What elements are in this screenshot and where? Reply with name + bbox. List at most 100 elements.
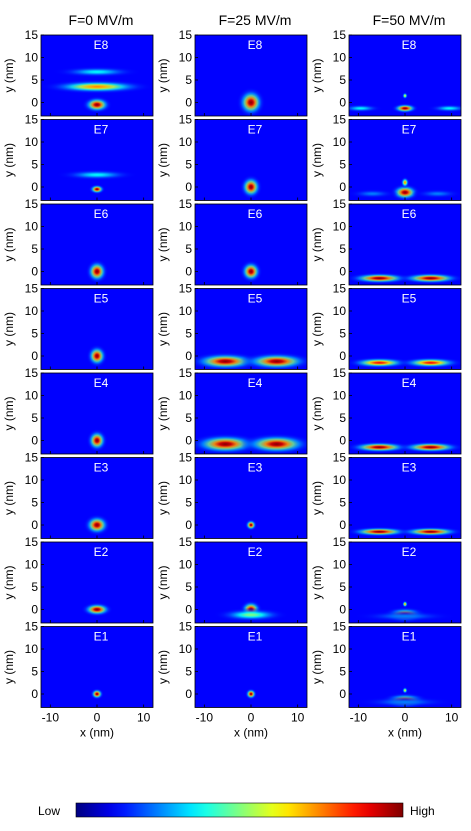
density-blob: [397, 272, 461, 285]
density-blob: [81, 602, 113, 617]
y-axis-label: y (nm): [156, 650, 170, 684]
density-blob: [86, 344, 108, 368]
x-tick-label: 10: [137, 711, 151, 725]
y-axis-label: y (nm): [156, 143, 170, 177]
y-tick-label: 0: [185, 96, 192, 110]
density-blob: [390, 183, 420, 201]
y-tick-label: 15: [333, 366, 347, 380]
y-tick-label: 0: [31, 518, 38, 532]
heatmap-panel: E1 15 10 5 0 y (nm): [2, 620, 154, 708]
y-tick-label: 15: [333, 451, 347, 465]
density-blob: [402, 686, 408, 695]
energy-level-label: E7: [94, 123, 109, 137]
y-tick-label: 10: [179, 135, 193, 149]
y-tick-label: 10: [333, 135, 347, 149]
density-blob: [55, 169, 139, 181]
density-blob: [59, 157, 135, 170]
x-axis-label: x (nm): [234, 726, 268, 740]
y-tick-label: 5: [31, 242, 38, 256]
y-tick-label: 5: [185, 327, 192, 341]
y-axis-label: y (nm): [2, 228, 16, 262]
y-tick-label: 5: [339, 665, 346, 679]
y-tick-label: 10: [333, 473, 347, 487]
y-tick-label: 10: [25, 51, 39, 65]
column-title: F=25 MV/m: [219, 12, 292, 28]
energy-level-label: E2: [402, 545, 417, 559]
y-tick-label: 15: [25, 535, 39, 549]
colorbar: [75, 802, 404, 818]
y-tick-label: 5: [339, 158, 346, 172]
density-blob: [213, 607, 289, 623]
colorbar-low-label: Low: [38, 804, 60, 818]
density-blob: [352, 696, 458, 708]
y-tick-label: 15: [333, 535, 347, 549]
heatmap-panel: E2 15 10 5 0 y (nm): [310, 535, 462, 624]
y-axis-label: y (nm): [310, 650, 324, 684]
y-tick-label: 5: [339, 242, 346, 256]
y-tick-label: 10: [333, 51, 347, 65]
y-tick-label: 10: [333, 304, 347, 318]
y-axis-label: y (nm): [310, 143, 324, 177]
heatmap-panel: E4 15 10 5 0 y (nm): [310, 366, 462, 455]
energy-level-label: E5: [94, 292, 109, 306]
y-axis-label: y (nm): [2, 59, 16, 93]
energy-level-label: E3: [248, 461, 263, 475]
y-tick-label: 0: [31, 180, 38, 194]
energy-level-label: E6: [402, 207, 417, 221]
heatmap-panel: E4 15 10 5 0 y (nm): [156, 366, 308, 455]
y-tick-label: 5: [31, 411, 38, 425]
panel-background: [349, 457, 461, 539]
heatmap-panel: E3 15 10 5 0 y (nm): [2, 451, 154, 539]
density-blob: [391, 103, 419, 114]
y-tick-label: 0: [339, 265, 346, 279]
y-axis-label: y (nm): [310, 397, 324, 431]
y-tick-label: 15: [25, 197, 39, 211]
y-tick-label: 0: [31, 603, 38, 617]
density-blob: [41, 79, 153, 94]
y-tick-label: 10: [25, 135, 39, 149]
density-blob: [352, 610, 458, 623]
energy-level-label: E5: [248, 292, 263, 306]
y-tick-label: 15: [179, 113, 193, 127]
heatmap-panel: E6 15 10 5 0 y (nm): [156, 197, 308, 286]
y-tick-label: 5: [339, 327, 346, 341]
y-tick-label: 10: [25, 220, 39, 234]
heatmap-panel: E5 15 10 5 0 y (nm): [2, 282, 154, 370]
density-blob: [349, 272, 413, 285]
heatmap-panel: E7 15 10 5 0 y (nm): [156, 113, 308, 201]
panel-background: [349, 288, 461, 370]
y-tick-label: 15: [25, 113, 39, 127]
y-tick-label: 5: [185, 158, 192, 172]
energy-level-label: E7: [248, 123, 263, 137]
x-tick-label: 10: [445, 711, 459, 725]
y-tick-label: 5: [31, 665, 38, 679]
y-tick-label: 0: [31, 265, 38, 279]
panel-background: [349, 35, 461, 116]
y-axis-label: y (nm): [310, 228, 324, 262]
y-tick-label: 5: [339, 73, 346, 87]
column-title: F=0 MV/m: [69, 12, 134, 28]
y-tick-label: 0: [185, 603, 192, 617]
density-blob: [426, 104, 461, 113]
y-axis-label: y (nm): [156, 228, 170, 262]
energy-level-label: E4: [402, 376, 417, 390]
density-blob: [90, 688, 104, 700]
y-tick-label: 10: [333, 642, 347, 656]
density-blob: [239, 259, 263, 284]
y-tick-label: 5: [185, 665, 192, 679]
density-blob: [397, 441, 461, 454]
y-tick-label: 10: [25, 304, 39, 318]
x-tick-label: 10: [291, 711, 305, 725]
y-tick-label: 15: [179, 535, 193, 549]
x-tick-label: 0: [402, 711, 409, 725]
y-tick-label: 0: [31, 687, 38, 701]
energy-level-label: E1: [248, 630, 263, 644]
panel-background: [349, 204, 461, 285]
x-tick-label: -10: [42, 711, 60, 725]
density-blob: [397, 356, 461, 369]
heatmap-panel: E2 15 10 5 0 y (nm): [156, 535, 308, 624]
energy-level-label: E2: [248, 545, 263, 559]
density-blob: [402, 92, 408, 100]
y-axis-label: y (nm): [2, 312, 16, 346]
energy-level-label: E6: [248, 207, 263, 221]
